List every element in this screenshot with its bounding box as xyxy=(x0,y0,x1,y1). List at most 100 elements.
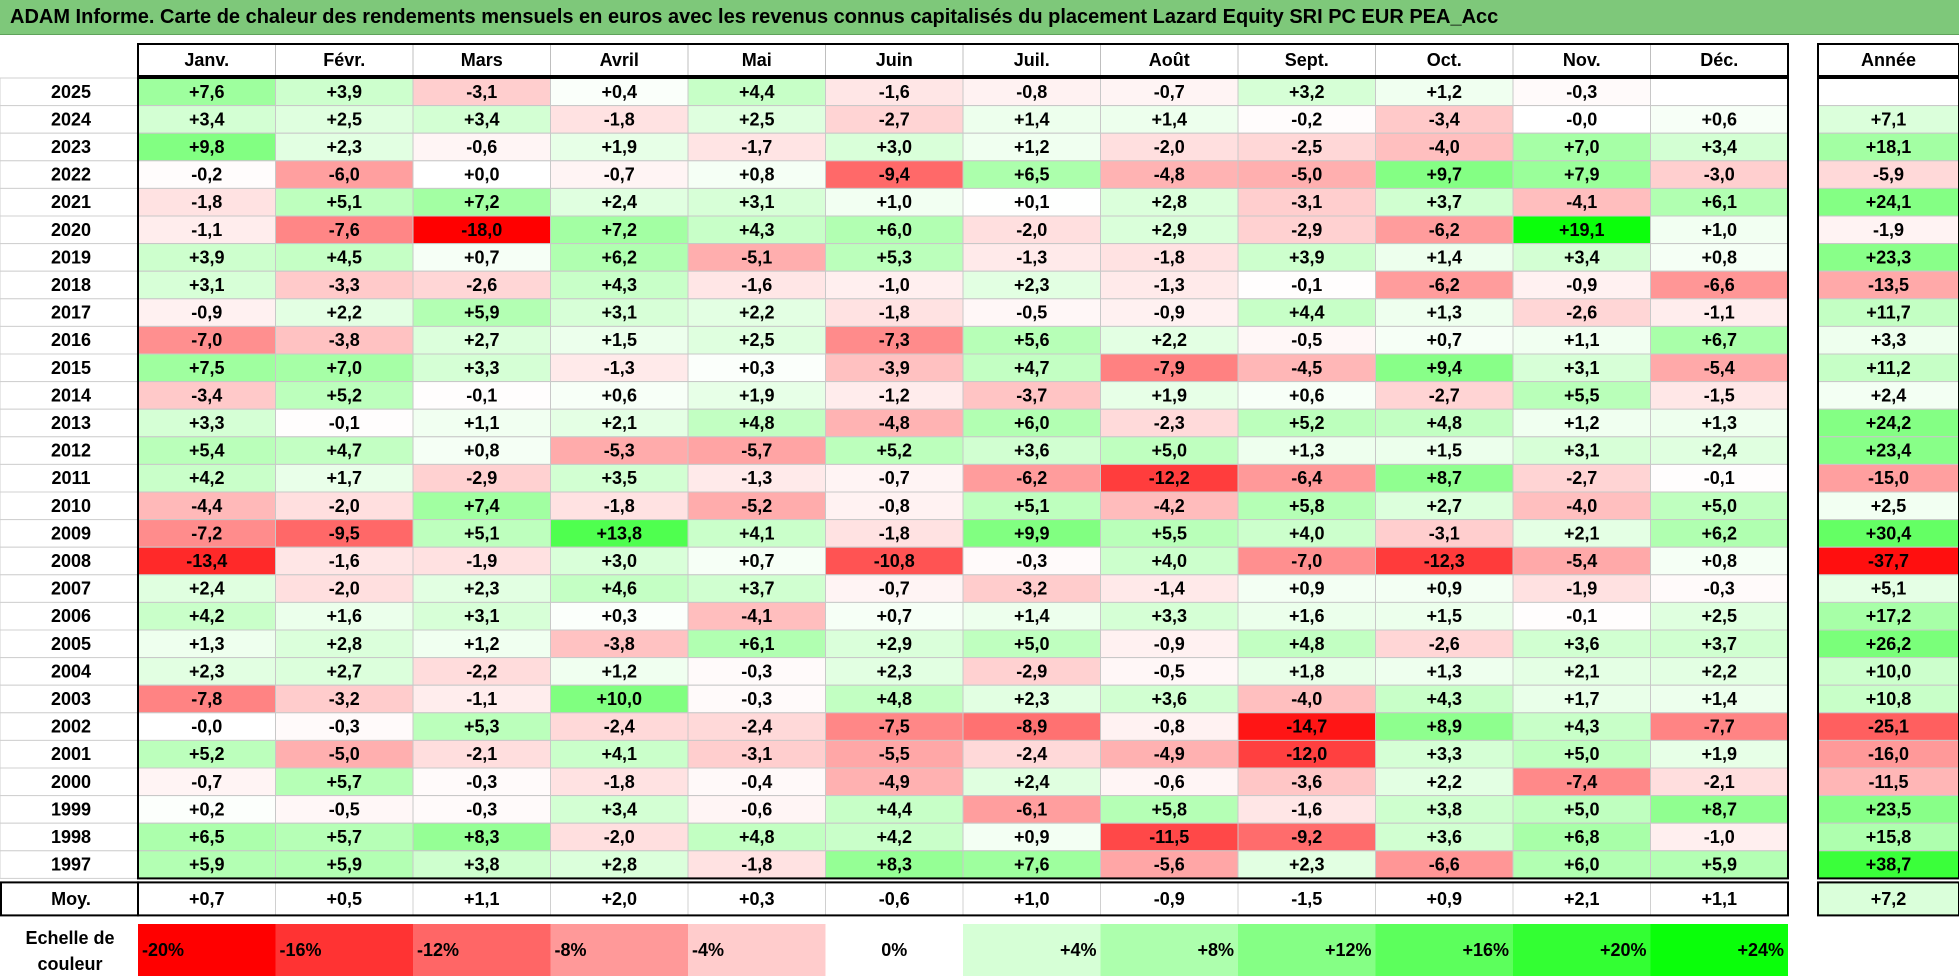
scale-swatch xyxy=(1100,924,1238,976)
heatmap-cell-value: -2,5 xyxy=(1291,137,1322,157)
heatmap-cell-value: -0,2 xyxy=(191,165,222,185)
heatmap-cell xyxy=(1375,325,1514,355)
heatmap-cell xyxy=(1237,381,1376,410)
heatmap-cell xyxy=(1650,298,1789,327)
heatmap-cell xyxy=(1650,629,1789,659)
heatmap-cell-value: -2,0 xyxy=(1016,220,1047,240)
heatmap-cell-value: +5,9 xyxy=(189,855,225,875)
heatmap-cell-value: -3,8 xyxy=(329,330,360,350)
heatmap-cell-value: +2,3 xyxy=(189,661,225,681)
heatmap-cell-value: +5,7 xyxy=(326,827,362,847)
heatmap-cell xyxy=(1375,767,1514,797)
year-cell-value: +38,7 xyxy=(1866,855,1912,875)
scale-swatch xyxy=(825,924,963,976)
heatmap-cell-value: +2,3 xyxy=(1014,275,1050,295)
heatmap-cell xyxy=(137,601,276,631)
heatmap-cell xyxy=(137,243,276,272)
average-year-cell xyxy=(1817,881,1959,917)
heatmap-cell-value: -0,1 xyxy=(1566,606,1597,626)
heatmap-cell-value: +3,7 xyxy=(1701,634,1737,654)
heatmap-cell-value: -3,0 xyxy=(1704,165,1735,185)
column-header-label: Déc. xyxy=(1700,50,1738,70)
heatmap-cell-value: +4,8 xyxy=(876,689,912,709)
scale-swatch-label: +20% xyxy=(1600,940,1647,960)
heatmap-cell-value: +1,4 xyxy=(1701,689,1737,709)
column-header-label: Janv. xyxy=(184,50,229,70)
heatmap-cell xyxy=(1237,795,1376,824)
row-label: 2004 xyxy=(51,661,91,681)
heatmap-cell-value: +1,1 xyxy=(464,413,500,433)
row-label: 2002 xyxy=(51,717,91,737)
heatmap-cell-value: +6,5 xyxy=(1014,165,1050,185)
heatmap-cell xyxy=(275,408,414,438)
heatmap-cell-value: +2,7 xyxy=(464,330,500,350)
row-label: 2010 xyxy=(51,496,91,516)
heatmap-cell xyxy=(275,187,414,217)
heatmap-cell-value: +3,3 xyxy=(464,358,500,378)
heatmap-cell-value: +9,4 xyxy=(1426,358,1462,378)
row-label-cell xyxy=(0,684,139,714)
heatmap-cell-value: -7,2 xyxy=(191,523,222,543)
heatmap-cell-value: +2,4 xyxy=(601,192,637,212)
heatmap-cell-value: +1,2 xyxy=(1564,413,1600,433)
row-label: 2016 xyxy=(51,330,91,350)
heatmap-cell xyxy=(550,767,689,797)
heatmap-cell xyxy=(412,739,551,769)
heatmap-cell-value: -14,7 xyxy=(1286,717,1327,737)
heatmap-cell-value: -0,3 xyxy=(329,717,360,737)
heatmap-cell-value: +5,9 xyxy=(1701,855,1737,875)
heatmap-cell xyxy=(1512,767,1651,797)
year-frame xyxy=(1817,77,1959,880)
heatmap-cell-value: -1,8 xyxy=(191,192,222,212)
heatmap-cell-value: +5,0 xyxy=(1564,799,1600,819)
heatmap-cell-value: +0,1 xyxy=(1014,192,1050,212)
column-header-cell xyxy=(137,43,276,77)
heatmap-cell xyxy=(687,270,826,300)
heatmap-cell-value: +6,0 xyxy=(1014,413,1050,433)
heatmap-cell-value: +4,4 xyxy=(1289,303,1325,323)
year-cell-value: +11,7 xyxy=(1866,303,1911,323)
heatmap-cell xyxy=(825,270,964,300)
row-label: 2020 xyxy=(51,220,91,240)
column-header-cell xyxy=(962,43,1101,77)
heatmap-cell-value: +13,8 xyxy=(596,523,642,543)
scale-swatch-label: +4% xyxy=(1060,940,1097,960)
scale-swatch-label: -20% xyxy=(142,940,184,960)
heatmap-cell-value: -2,9 xyxy=(1291,220,1322,240)
heatmap-cell-value: +3,6 xyxy=(1564,634,1600,654)
heatmap-cell xyxy=(687,491,826,521)
heatmap-cell xyxy=(1512,657,1651,686)
heatmap-cell-value: +0,2 xyxy=(189,799,225,819)
heatmap-cell xyxy=(1375,574,1514,603)
heatmap-cell-value: -1,8 xyxy=(604,496,635,516)
heatmap-cell-value: -0,5 xyxy=(1291,330,1322,350)
heatmap-cell xyxy=(1375,739,1514,769)
scale-swatch-label: +24% xyxy=(1737,940,1784,960)
heatmap-cell xyxy=(550,739,689,769)
row-label-cell xyxy=(0,601,139,631)
year-cell xyxy=(1817,684,1959,714)
heatmap-cell xyxy=(412,463,551,493)
heatmap-cell-value: +4,7 xyxy=(326,441,362,461)
heatmap-cell-value: +1,6 xyxy=(1289,606,1325,626)
heatmap-cell-value: +4,2 xyxy=(189,606,225,626)
heatmap-cell-value: -4,2 xyxy=(1154,496,1185,516)
year-cell-value: +23,5 xyxy=(1866,799,1912,819)
heatmap-cell-value: -5,2 xyxy=(741,496,772,516)
heatmap-cell-value: +2,5 xyxy=(739,330,775,350)
heatmap-cell-value: -6,6 xyxy=(1704,275,1735,295)
heatmap-cell-value: -1,9 xyxy=(1566,579,1597,599)
heatmap-cell-value: +9,7 xyxy=(1426,165,1462,185)
heatmap-cell-value: -1,3 xyxy=(1016,247,1047,267)
heatmap-cell-value: -5,1 xyxy=(741,247,772,267)
heatmap-cell-value: -4,0 xyxy=(1291,689,1322,709)
heatmap-cell-value: +3,9 xyxy=(326,82,362,102)
heatmap-cell xyxy=(137,325,276,355)
heatmap-cell xyxy=(275,546,414,576)
heatmap-cell xyxy=(137,574,276,603)
column-header-label: Mai xyxy=(742,50,772,70)
heatmap-cell-value: +1,8 xyxy=(1289,661,1325,681)
average-cell xyxy=(275,881,414,916)
year-cell-value: +18,1 xyxy=(1866,137,1912,157)
